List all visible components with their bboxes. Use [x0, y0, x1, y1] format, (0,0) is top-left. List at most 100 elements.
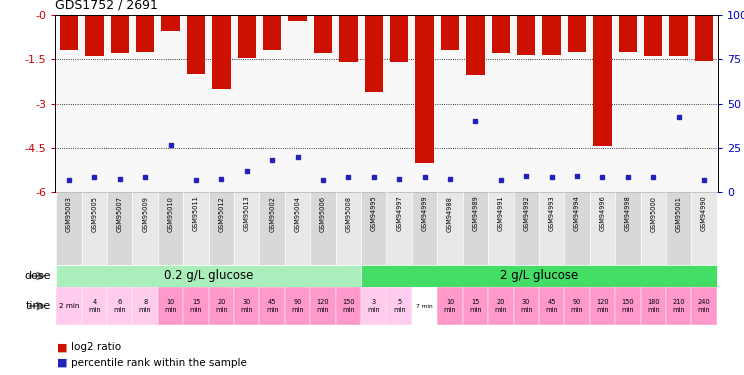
- Bar: [593, 15, 612, 146]
- Text: 10
min: 10 min: [443, 300, 456, 312]
- Text: GSM95008: GSM95008: [345, 196, 351, 232]
- Bar: [336, 192, 361, 265]
- Bar: [336, 287, 361, 325]
- Bar: [437, 287, 463, 325]
- Text: 2 min: 2 min: [59, 303, 79, 309]
- Bar: [260, 287, 285, 325]
- Bar: [542, 15, 561, 55]
- Bar: [57, 287, 82, 325]
- Text: dose: dose: [25, 271, 51, 281]
- Bar: [361, 287, 386, 325]
- Text: ■: ■: [57, 342, 68, 352]
- Bar: [60, 15, 78, 50]
- Bar: [234, 192, 260, 265]
- Bar: [234, 287, 260, 325]
- Text: 30
min: 30 min: [240, 300, 253, 312]
- Text: GSM95005: GSM95005: [92, 196, 97, 232]
- Bar: [488, 287, 513, 325]
- Text: GSM95010: GSM95010: [167, 196, 173, 231]
- Text: GSM95004: GSM95004: [295, 196, 301, 232]
- Text: GSM94992: GSM94992: [523, 196, 529, 231]
- Bar: [107, 192, 132, 265]
- Bar: [187, 15, 205, 74]
- Bar: [161, 15, 180, 31]
- Bar: [82, 287, 107, 325]
- Text: 120
min: 120 min: [317, 300, 330, 312]
- Bar: [441, 15, 459, 50]
- Text: GSM95002: GSM95002: [269, 196, 275, 232]
- Bar: [132, 192, 158, 265]
- Text: GSM94998: GSM94998: [625, 196, 631, 231]
- Bar: [666, 287, 691, 325]
- Text: GSM95001: GSM95001: [676, 196, 682, 231]
- Bar: [466, 15, 484, 75]
- Bar: [695, 15, 713, 61]
- Bar: [390, 15, 408, 62]
- Bar: [437, 192, 463, 265]
- Text: 5
min: 5 min: [393, 300, 405, 312]
- Bar: [361, 265, 716, 287]
- Bar: [488, 192, 513, 265]
- Text: GSM95013: GSM95013: [244, 196, 250, 231]
- Bar: [361, 192, 386, 265]
- Text: 90
min: 90 min: [571, 300, 583, 312]
- Bar: [365, 15, 383, 92]
- Bar: [564, 287, 590, 325]
- Text: GSM95012: GSM95012: [219, 196, 225, 231]
- Bar: [517, 15, 536, 55]
- Bar: [289, 15, 307, 21]
- Text: GSM95009: GSM95009: [142, 196, 148, 231]
- Bar: [564, 192, 590, 265]
- Bar: [237, 15, 256, 58]
- Bar: [183, 192, 208, 265]
- Bar: [386, 192, 412, 265]
- Text: GSM94995: GSM94995: [371, 196, 376, 231]
- Text: 45
min: 45 min: [545, 300, 558, 312]
- Bar: [691, 287, 716, 325]
- Text: GDS1752 / 2691: GDS1752 / 2691: [55, 0, 158, 11]
- Text: 90
min: 90 min: [292, 300, 304, 312]
- Text: ■: ■: [57, 357, 68, 368]
- Text: 30
min: 30 min: [520, 300, 533, 312]
- Bar: [208, 192, 234, 265]
- Bar: [57, 265, 361, 287]
- Bar: [310, 192, 336, 265]
- Bar: [285, 192, 310, 265]
- Text: GSM94988: GSM94988: [447, 196, 453, 231]
- Text: 180
min: 180 min: [647, 300, 659, 312]
- Text: time: time: [26, 301, 51, 311]
- Bar: [86, 15, 103, 56]
- Text: GSM95003: GSM95003: [66, 196, 72, 231]
- Bar: [107, 287, 132, 325]
- Bar: [314, 15, 332, 53]
- Text: GSM95011: GSM95011: [193, 196, 199, 231]
- Bar: [539, 192, 564, 265]
- Bar: [568, 15, 586, 52]
- Bar: [132, 287, 158, 325]
- Bar: [412, 192, 437, 265]
- Bar: [590, 287, 615, 325]
- Bar: [615, 287, 641, 325]
- Text: GSM94996: GSM94996: [600, 196, 606, 231]
- Bar: [158, 287, 183, 325]
- Bar: [339, 15, 358, 62]
- Text: GSM94999: GSM94999: [422, 196, 428, 231]
- Bar: [82, 192, 107, 265]
- Bar: [463, 192, 488, 265]
- Bar: [492, 15, 510, 53]
- Bar: [615, 192, 641, 265]
- Text: GSM94991: GSM94991: [498, 196, 504, 231]
- Bar: [386, 287, 412, 325]
- Text: GSM95000: GSM95000: [650, 196, 656, 232]
- Bar: [158, 192, 183, 265]
- Text: 20
min: 20 min: [495, 300, 507, 312]
- Text: 2 g/L glucose: 2 g/L glucose: [500, 270, 578, 282]
- Bar: [260, 192, 285, 265]
- Text: 4
min: 4 min: [88, 300, 100, 312]
- Bar: [111, 15, 129, 53]
- Bar: [670, 15, 687, 56]
- Bar: [285, 287, 310, 325]
- Bar: [412, 287, 437, 325]
- Bar: [183, 287, 208, 325]
- Bar: [539, 287, 564, 325]
